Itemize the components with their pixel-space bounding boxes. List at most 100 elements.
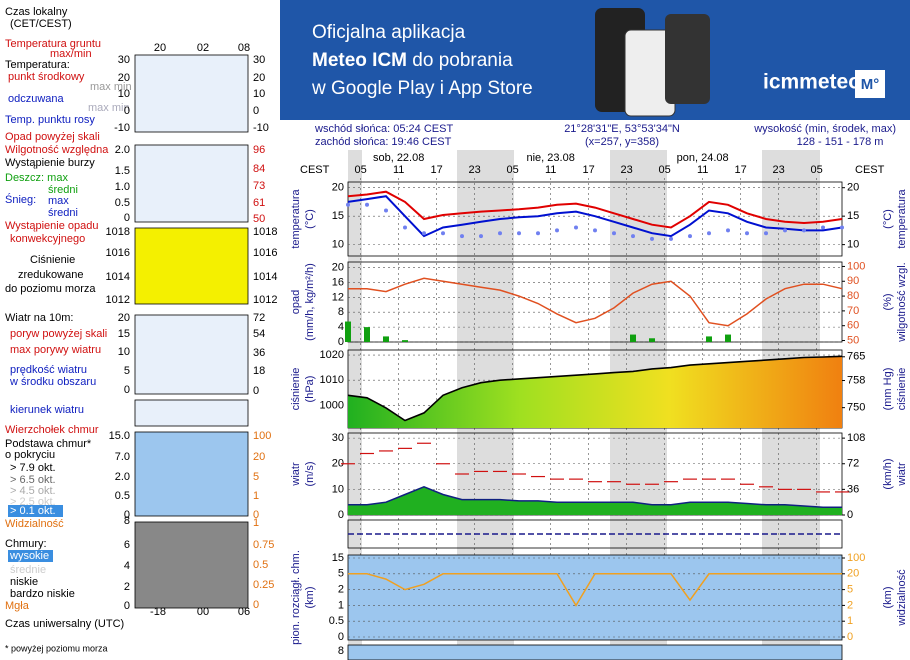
legend-panel [134, 314, 249, 395]
legend-label: niskie [10, 576, 38, 588]
legend-label: > 2.5 okt. [10, 496, 56, 508]
legend-label: 36 [253, 347, 265, 359]
y2-tick-label: 100 [847, 260, 865, 272]
pressure-area [348, 356, 842, 428]
legend-label: 30 [118, 54, 130, 66]
y-tick-label: 15 [332, 210, 344, 222]
day-label: pon, 24.08 [677, 152, 729, 164]
x-tick-label: 05 [659, 164, 671, 176]
legend-label: 20 [118, 72, 130, 84]
y2-axis-unit: (mm Hg) [882, 368, 894, 411]
pressure-line [347, 355, 843, 422]
legend-label: (CET/CEST) [10, 18, 72, 30]
height: 128 - 151 - 178 m [797, 136, 884, 148]
legend-label: odczuwana [8, 93, 65, 105]
legend-label: 6 [124, 539, 130, 551]
legend-label: 1014 [253, 271, 277, 283]
dew-point [422, 231, 426, 236]
y2-tick-label: 108 [847, 432, 865, 444]
y-tick-label: 1 [338, 599, 344, 611]
y2-tick-label: 60 [847, 320, 859, 332]
y-tick-label: 20 [332, 261, 344, 273]
legend-label: w środku obszaru [9, 376, 96, 388]
legend-label: 1012 [253, 294, 277, 306]
legend-highlight [8, 505, 63, 517]
legend-label: max min [90, 81, 132, 93]
y2-tick-label: 750 [847, 402, 865, 414]
legend-label: -10 [114, 122, 130, 134]
y2-axis-label: widzialność [896, 569, 908, 627]
legend-label: Deszcz: max [5, 172, 68, 184]
legend-label: -18 [150, 606, 166, 618]
y-tick-label: 15 [332, 552, 344, 564]
y2-tick-label: 1 [847, 615, 853, 627]
legend-label: 1016 [253, 247, 277, 259]
legend-label: Wystąpienie burzy [5, 157, 95, 169]
legend-label: * powyżej poziomu morza [5, 643, 108, 653]
legend-label: 96 [253, 144, 265, 156]
y-tick-label: 4 [338, 321, 344, 333]
y-tick-label: 1000 [320, 399, 344, 411]
y-tick-label: 0 [338, 509, 344, 521]
y-axis-label: temperatura [290, 188, 302, 248]
banner-text: Meteo ICM do pobrania [312, 50, 513, 71]
legend-label: 0 [253, 105, 259, 117]
y2-tick-label: 80 [847, 290, 859, 302]
dew-point [479, 234, 483, 239]
y2-axis-unit: (km/h) [882, 458, 894, 489]
next-panel [347, 644, 843, 660]
x-tick-label: 23 [469, 164, 481, 176]
x-tick-label: 11 [393, 164, 404, 176]
y2-tick-label: 36 [847, 483, 859, 495]
legend-label: Czas uniwersalny (UTC) [5, 618, 124, 630]
legend-label: 2.0 [115, 471, 130, 483]
legend-label: Wiatr na 10m: [5, 312, 73, 324]
legend-label: 0.5 [115, 490, 130, 502]
wind-area [348, 486, 842, 515]
legend-label: Widzialność [5, 518, 64, 530]
y2-axis-label: wiatr [896, 462, 908, 487]
x-tick-label: 11 [545, 164, 556, 176]
legend-panel [134, 521, 249, 609]
legend-label: kierunek wiatru [10, 404, 84, 416]
legend-label: 0 [124, 212, 130, 224]
precip-bar [364, 327, 370, 342]
legend-label: wysokie [9, 550, 49, 562]
zone-label: CEST [855, 164, 885, 176]
legend-label: Podstawa chmur* [5, 438, 92, 450]
legend-label: 10 [118, 88, 130, 100]
legend-label: 30 [253, 54, 265, 66]
legend-label: 1 [253, 517, 259, 529]
y2-tick-label: 0 [847, 631, 853, 643]
day-label: nie, 23.08 [527, 152, 575, 164]
y-tick-label: 8 [338, 306, 344, 318]
legend-label: > 7.9 okt. [10, 462, 56, 474]
y-axis-unit: (mm/h, kg/m²/h) [304, 263, 316, 341]
y2-axis-unit: (°C) [882, 209, 894, 229]
legend-label: 10 [253, 88, 265, 100]
legend-label: Czas lokalny [5, 6, 68, 18]
dew-point [669, 236, 673, 241]
y2-tick-label: 758 [847, 374, 865, 386]
y2-tick-label: 20 [847, 182, 859, 194]
y-tick-label: 20 [332, 182, 344, 194]
x-tick-label: 23 [773, 164, 785, 176]
legend-label: 84 [253, 163, 265, 175]
legend-label: 0 [253, 385, 259, 397]
legend-label: 0 [253, 509, 259, 521]
legend-label: Wilgotność względna [5, 144, 109, 156]
banner-bold: Meteo ICM [312, 50, 407, 71]
y-tick-label: 2 [338, 584, 344, 596]
series-line [347, 195, 843, 238]
y-axis-label: opad [290, 290, 302, 314]
dew-point [821, 225, 825, 230]
y-tick-label: 20 [332, 458, 344, 470]
legend-label: 02 [197, 42, 209, 54]
brand: icmmeteo [763, 71, 861, 94]
legend-label: Temperatura gruntu [5, 38, 101, 50]
y2-tick-label: 50 [847, 334, 859, 346]
y2-tick-label: 70 [847, 305, 859, 317]
legend-label: > 0.1 okt. [10, 505, 56, 517]
y-tick-label: 10 [332, 483, 344, 495]
